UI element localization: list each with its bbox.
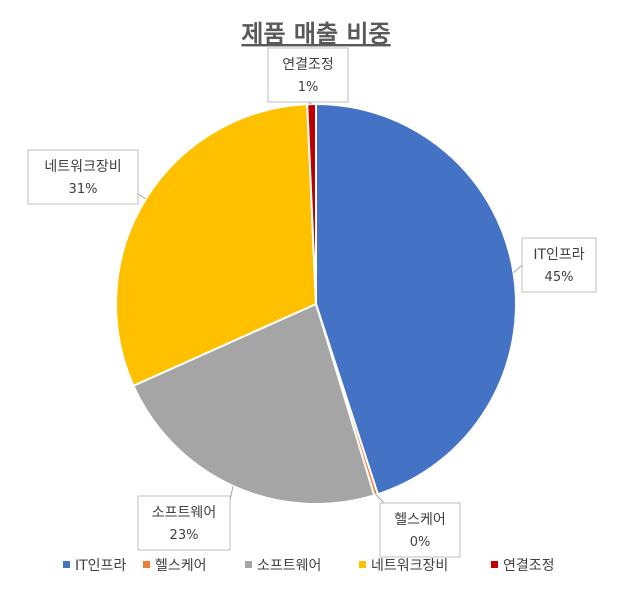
pie-slice-IT인프라 xyxy=(315,102,517,496)
data-label-box xyxy=(521,237,597,293)
data-label-name: 연결조정 xyxy=(282,57,334,73)
data-label-box xyxy=(379,502,461,558)
legend-item-네트워크장비: 네트워크장비 xyxy=(359,558,448,574)
data-label-box xyxy=(267,47,349,103)
data-label-percent: 23% xyxy=(170,528,199,543)
leader-line-소프트웨어 xyxy=(229,485,234,501)
data-label-IT인프라: IT인프라 45% xyxy=(521,237,597,293)
legend-swatch xyxy=(143,561,150,568)
data-label-percent: 1% xyxy=(298,80,319,95)
data-label-소프트웨어: 소프트웨어 23% xyxy=(137,495,231,551)
leader-line-헬스케어 xyxy=(375,494,385,504)
legend-swatch xyxy=(63,561,70,568)
leader-line-IT인프라 xyxy=(513,264,523,274)
data-label-percent: 45% xyxy=(545,270,574,285)
legend-label: 네트워크장비 xyxy=(371,558,448,574)
data-label-네트워크장비: 네트워크장비 31% xyxy=(27,149,139,205)
legend-label: 헬스케어 xyxy=(155,558,207,574)
legend-swatch xyxy=(245,561,252,568)
data-label-name: 소프트웨어 xyxy=(152,505,216,521)
data-label-name: 네트워크장비 xyxy=(44,159,121,175)
legend-item-연결조정: 연결조정 xyxy=(491,558,555,574)
data-labels-group: IT인프라 45% 헬스케어 0% 소프트웨어 23% 네트워크장비 31% 연결조정 1% xyxy=(27,47,597,558)
legend: IT인프라 헬스케어 소프트웨어 네트워크장비 연결조정 xyxy=(63,558,555,574)
data-label-name: IT인프라 xyxy=(533,247,584,263)
data-label-box xyxy=(27,149,139,205)
legend-swatch xyxy=(359,561,366,568)
legend-label: 연결조정 xyxy=(503,558,555,574)
legend-label: IT인프라 xyxy=(75,558,126,574)
leader-line-네트워크장비 xyxy=(137,193,147,200)
chart-title: 제품 매출 비중 xyxy=(241,20,390,48)
data-label-percent: 0% xyxy=(410,535,431,550)
legend-item-헬스케어: 헬스케어 xyxy=(143,558,207,574)
data-label-헬스케어: 헬스케어 0% xyxy=(379,502,461,558)
legend-item-소프트웨어: 소프트웨어 xyxy=(245,558,321,574)
legend-label: 소프트웨어 xyxy=(257,558,321,574)
legend-item-IT인프라: IT인프라 xyxy=(63,558,126,574)
slices-group xyxy=(115,102,517,505)
data-label-percent: 31% xyxy=(69,182,98,197)
legend-swatch xyxy=(491,561,498,568)
data-label-name: 헬스케어 xyxy=(394,512,446,528)
pie-slice-소프트웨어 xyxy=(132,302,376,505)
data-label-연결조정: 연결조정 1% xyxy=(267,47,349,103)
data-label-box xyxy=(137,495,231,551)
